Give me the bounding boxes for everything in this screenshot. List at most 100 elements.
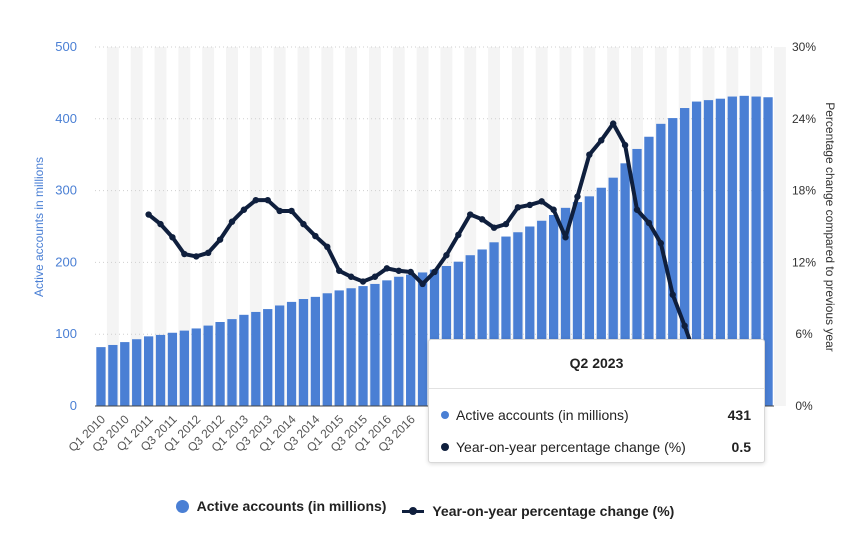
- line-point[interactable]: [371, 273, 379, 280]
- bar[interactable]: [286, 301, 297, 406]
- bar[interactable]: [763, 97, 773, 406]
- line-point[interactable]: [383, 265, 391, 272]
- bar[interactable]: [203, 325, 213, 406]
- bar[interactable]: [132, 339, 142, 406]
- line-point[interactable]: [681, 322, 688, 330]
- line-point[interactable]: [347, 273, 355, 280]
- line-point[interactable]: [467, 211, 474, 218]
- line-point[interactable]: [216, 236, 224, 243]
- bar[interactable]: [489, 242, 499, 406]
- line-point[interactable]: [669, 291, 676, 298]
- line-point[interactable]: [157, 220, 164, 228]
- line-point[interactable]: [550, 206, 557, 213]
- line-point[interactable]: [324, 243, 331, 251]
- bar[interactable]: [680, 108, 690, 406]
- bar[interactable]: [334, 290, 344, 406]
- bar[interactable]: [167, 332, 178, 406]
- bar[interactable]: [441, 265, 452, 406]
- bar[interactable]: [644, 136, 654, 406]
- line-point[interactable]: [228, 218, 236, 225]
- line-point[interactable]: [407, 268, 414, 276]
- bar[interactable]: [751, 96, 761, 407]
- bar[interactable]: [322, 293, 332, 406]
- bar[interactable]: [239, 314, 249, 406]
- line-point[interactable]: [181, 250, 188, 258]
- bar[interactable]: [620, 163, 630, 406]
- bar[interactable]: [227, 319, 237, 406]
- bar[interactable]: [310, 296, 321, 406]
- line-point[interactable]: [574, 193, 581, 200]
- line-point[interactable]: [431, 268, 438, 276]
- bar[interactable]: [739, 95, 749, 406]
- line-point[interactable]: [562, 234, 569, 241]
- bar[interactable]: [632, 148, 642, 406]
- bar[interactable]: [596, 187, 606, 406]
- bar[interactable]: [298, 299, 309, 406]
- bar[interactable]: [608, 177, 618, 406]
- bar[interactable]: [120, 342, 130, 406]
- line-point[interactable]: [193, 253, 200, 260]
- line-point[interactable]: [336, 267, 343, 274]
- line-point[interactable]: [633, 206, 641, 213]
- bar[interactable]: [179, 330, 189, 406]
- bar[interactable]: [96, 347, 106, 406]
- bar[interactable]: [453, 261, 463, 406]
- line-point[interactable]: [288, 207, 295, 215]
- bar[interactable]: [501, 236, 511, 406]
- line-point[interactable]: [204, 249, 212, 257]
- line-point[interactable]: [586, 151, 593, 158]
- line-point[interactable]: [538, 198, 545, 205]
- line-point[interactable]: [240, 206, 248, 213]
- bar[interactable]: [155, 334, 166, 406]
- bar[interactable]: [572, 202, 583, 406]
- bar[interactable]: [394, 276, 404, 406]
- bar[interactable]: [346, 288, 356, 406]
- bar[interactable]: [406, 274, 416, 406]
- bar[interactable]: [251, 311, 261, 406]
- bar[interactable]: [108, 344, 118, 406]
- line-point[interactable]: [169, 234, 176, 241]
- bar[interactable]: [548, 215, 559, 406]
- bar[interactable]: [584, 196, 595, 406]
- bar[interactable]: [263, 309, 273, 406]
- bar[interactable]: [143, 336, 154, 406]
- line-point[interactable]: [300, 220, 307, 228]
- line-series[interactable]: [145, 120, 716, 408]
- bar[interactable]: [513, 232, 523, 406]
- line-point[interactable]: [490, 224, 498, 231]
- bar[interactable]: [370, 283, 380, 406]
- bar[interactable]: [215, 321, 225, 406]
- line-point[interactable]: [478, 216, 486, 223]
- line-point[interactable]: [419, 280, 426, 288]
- line-point[interactable]: [443, 252, 450, 259]
- line-point[interactable]: [502, 220, 510, 228]
- line-point[interactable]: [645, 219, 653, 227]
- bar[interactable]: [417, 272, 428, 406]
- bar[interactable]: [465, 255, 475, 406]
- bar[interactable]: [429, 269, 440, 406]
- bar[interactable]: [715, 98, 726, 407]
- bar[interactable]: [525, 226, 535, 407]
- bar[interactable]: [691, 101, 702, 407]
- bar[interactable]: [358, 286, 368, 406]
- bar[interactable]: [274, 305, 285, 406]
- bar[interactable]: [191, 328, 201, 406]
- line-point[interactable]: [264, 196, 271, 204]
- line-point[interactable]: [609, 120, 617, 127]
- bar[interactable]: [382, 280, 392, 406]
- line-point[interactable]: [276, 207, 283, 215]
- line-point[interactable]: [312, 232, 319, 240]
- bar[interactable]: [668, 118, 678, 406]
- line-point[interactable]: [455, 231, 462, 239]
- line-point[interactable]: [621, 141, 629, 149]
- line-point[interactable]: [359, 278, 367, 285]
- bar[interactable]: [477, 249, 487, 406]
- line-point[interactable]: [526, 201, 533, 209]
- line-point[interactable]: [395, 267, 402, 274]
- bar[interactable]: [537, 220, 547, 406]
- legend-item-change[interactable]: Year-on-year percentage change (%): [402, 503, 674, 519]
- bar[interactable]: [656, 123, 666, 407]
- line-point[interactable]: [657, 240, 665, 247]
- bar[interactable]: [727, 96, 737, 407]
- bar-series[interactable]: [96, 95, 773, 407]
